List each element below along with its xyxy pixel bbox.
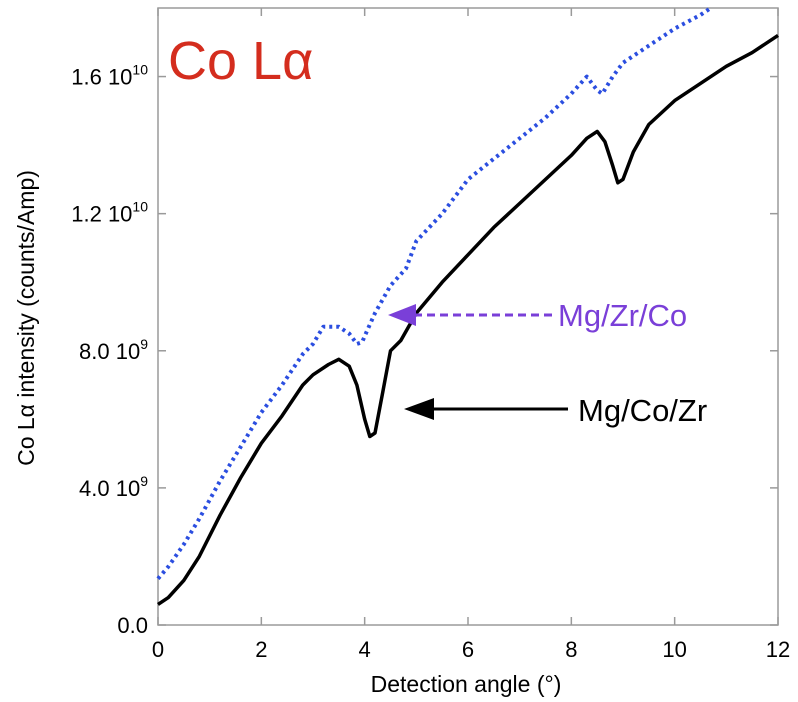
x-tick-label: 2 (255, 637, 267, 662)
y-tick-label: 1.6 1010 (71, 62, 148, 90)
y-tick-label: 1.2 1010 (71, 199, 148, 227)
annotation-label-mg-zr-co: Mg/Zr/Co (558, 298, 687, 333)
x-tick-label: 6 (462, 637, 474, 662)
annotation-label-mg-co-zr: Mg/Co/Zr (578, 393, 707, 428)
chart-title: Co Lα (168, 31, 313, 91)
series-layer (156, 6, 779, 606)
annotation-arrowhead-mg-zr-co (388, 304, 416, 326)
x-tick-label: 10 (662, 637, 686, 662)
annotations: Mg/Zr/Co Mg/Co/Zr (388, 298, 707, 428)
y-tick-label: 8.0 109 (79, 336, 148, 364)
x-tick-label: 8 (565, 637, 577, 662)
x-axis-title: Detection angle (°) (371, 671, 562, 697)
series-line-mg-co-zr (157, 33, 779, 606)
x-tick-label: 0 (152, 637, 164, 662)
y-tick-label: 4.0 109 (79, 473, 148, 501)
series-line-mg-zr-co (156, 6, 712, 581)
y-tick-label: 0.0 (117, 613, 148, 638)
y-axis-title: Co Lα intensity (counts/Amp) (13, 170, 39, 466)
annotation-arrowhead-mg-co-zr (404, 398, 434, 420)
x-tick-label: 4 (359, 637, 371, 662)
axes: 0 2 4 6 8 10 12 0.0 4.0 109 8.0 109 1.2 1010 1.6 10… (71, 7, 790, 662)
x-tick-label: 12 (766, 637, 790, 662)
